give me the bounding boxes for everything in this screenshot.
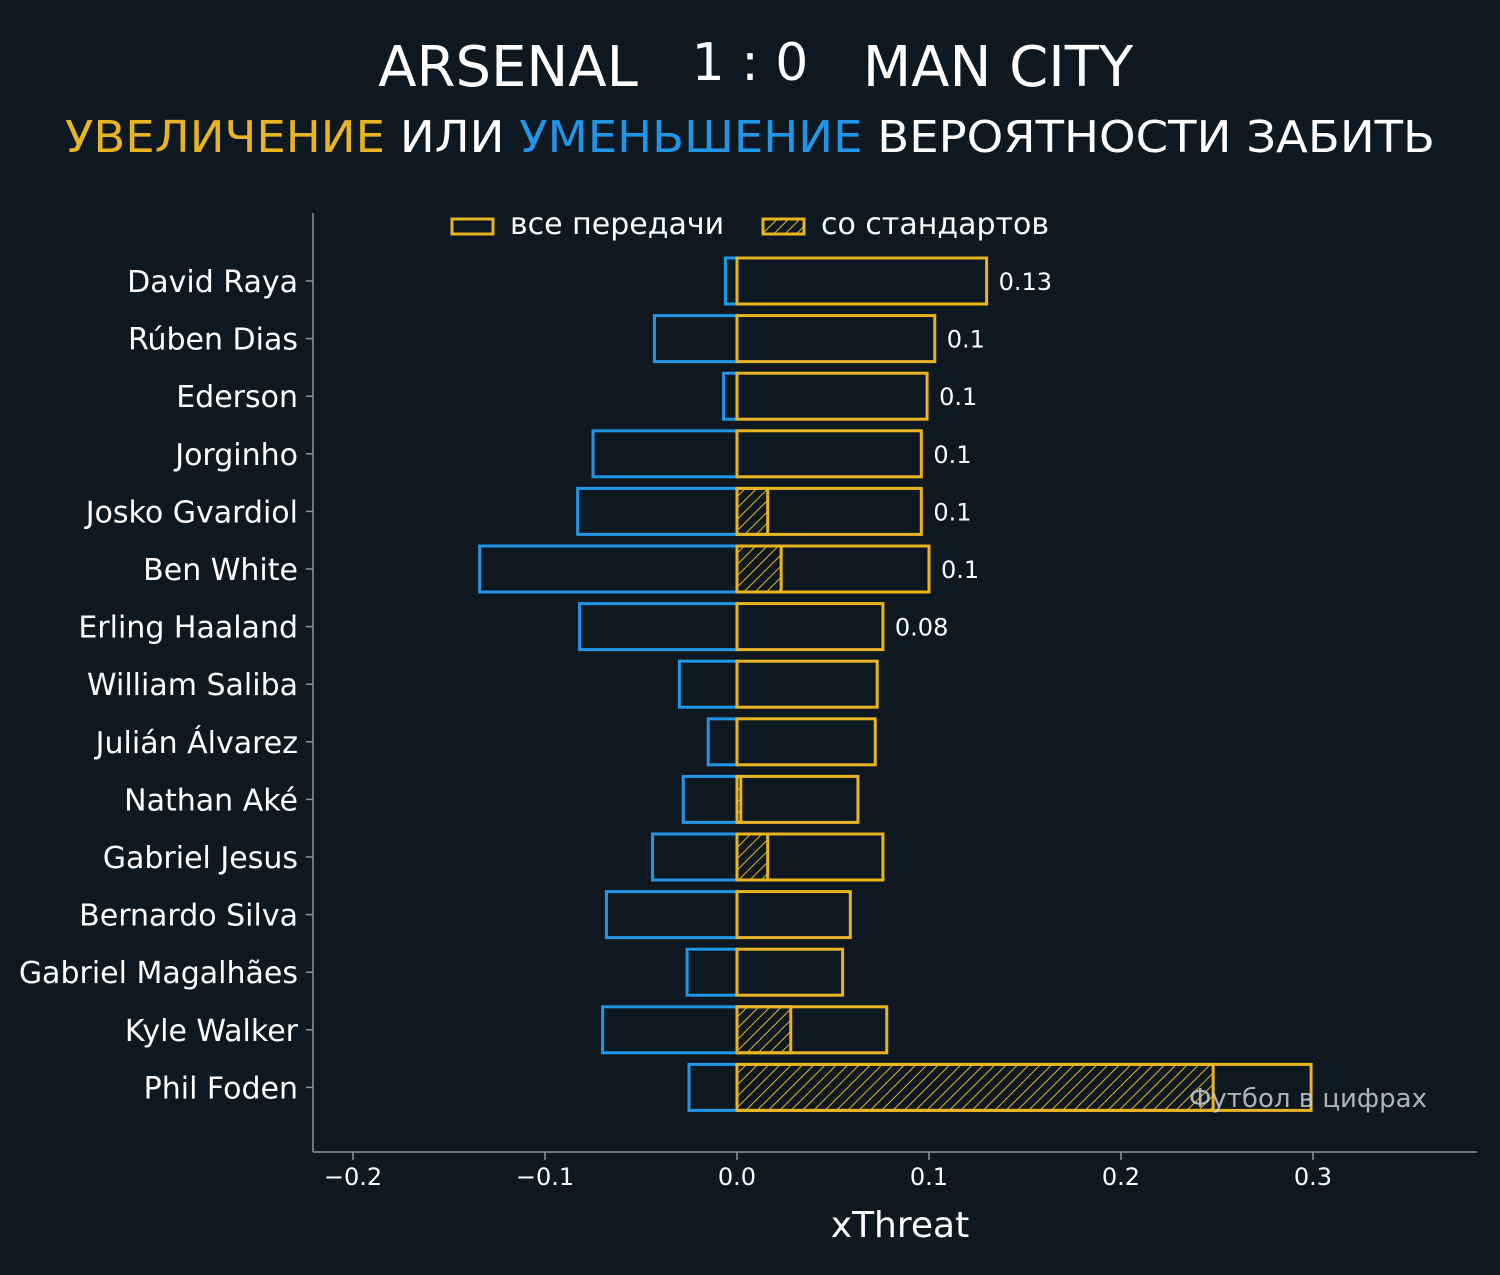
bar-negative (576, 486, 739, 536)
bar-negative (652, 314, 739, 364)
bar-positive (735, 832, 885, 882)
title-score: 1 : 0 (692, 33, 809, 93)
subtitle-increase: УВЕЛИЧЕНИЕ (65, 112, 385, 163)
y-tick-label: Jorginho (173, 438, 298, 473)
subtitle-decrease: УМЕНЬШЕНИЕ (519, 112, 862, 163)
subtitle-rest: ВЕРОЯТНОСТИ ЗАБИТЬ (862, 112, 1435, 163)
bar-negative (651, 832, 739, 882)
bar-negative (722, 371, 739, 421)
bar-positive (735, 659, 879, 709)
bar-negative (706, 717, 739, 767)
x-ticks: −0.2 −0.1 0.0 0.1 0.2 0.3 (324, 1152, 1332, 1191)
bar-value-label: 0.1 (933, 441, 971, 469)
y-tick-label: Erling Haaland (78, 611, 298, 646)
subtitle: УВЕЛИЧЕНИЕ ИЛИ УМЕНЬШЕНИЕ ВЕРОЯТНОСТИ ЗА… (65, 112, 1435, 163)
bar-positive (735, 602, 885, 652)
y-tick-label: Julián Álvarez (94, 725, 298, 761)
y-tick-label: Gabriel Magalhães (19, 956, 298, 991)
bar-positive (735, 256, 989, 306)
y-tick-label: Ederson (176, 380, 298, 415)
bar-set-pieces (735, 832, 770, 882)
bar-negative (604, 890, 739, 940)
watermark: Футбол в цифрах (1189, 1084, 1427, 1114)
bar-negative (723, 256, 739, 306)
bar-positive (735, 429, 923, 479)
subtitle-or: ИЛИ (385, 112, 519, 163)
y-tick-label: Rúben Dias (128, 323, 298, 358)
x-tick-label: −0.1 (516, 1163, 574, 1191)
legend-set-pieces-label: со стандартов (821, 207, 1049, 242)
x-tick-label: 0.1 (910, 1163, 948, 1191)
bar-set-pieces (735, 486, 770, 536)
bar-value-label: 0.1 (947, 326, 985, 354)
legend-set-pieces-swatch (761, 217, 806, 236)
bar-positive (735, 1005, 889, 1055)
bar-positive (735, 314, 937, 364)
y-tick-label: Gabriel Jesus (103, 841, 298, 876)
x-axis-label: xThreat (831, 1205, 969, 1246)
bar-positive (735, 1062, 1313, 1112)
y-tick-label: Phil Foden (144, 1071, 298, 1106)
bar-value-label: 0.13 (999, 268, 1052, 296)
y-tick-label: Josko Gvardiol (84, 495, 298, 530)
bar-positive (735, 486, 923, 536)
bar-positive (735, 774, 860, 824)
bar-positive (735, 890, 852, 940)
bar-positive (735, 717, 877, 767)
bar-negative (601, 1005, 739, 1055)
bar-positive (735, 947, 845, 997)
bar-positive (735, 544, 931, 594)
x-tick-label: 0.0 (718, 1163, 756, 1191)
legend-all-passes-label: все передачи (510, 207, 724, 242)
bar-negative (677, 659, 739, 709)
bar-negative (591, 429, 739, 479)
y-tick-label: David Raya (127, 265, 298, 300)
legend-all-passes-swatch (450, 217, 495, 236)
x-tick-label: −0.2 (324, 1163, 382, 1191)
x-tick-label: 0.2 (1102, 1163, 1140, 1191)
bar-negative (687, 1062, 739, 1112)
bar-value-label: 0.1 (939, 383, 977, 411)
bar-value-label: 0.08 (895, 614, 948, 642)
bar-negative (681, 774, 739, 824)
y-tick-label: Nathan Aké (124, 783, 298, 818)
y-tick-label: William Saliba (87, 668, 298, 703)
x-tick-label: 0.3 (1294, 1163, 1332, 1191)
title-home-team: ARSENAL (378, 35, 638, 100)
bar-negative (685, 947, 739, 997)
bars-group: 0.13 0.1 0.1 0.1 0.1 0.1 0.08 (478, 256, 1313, 1112)
title-away-team: MAN CITY (863, 35, 1134, 100)
bar-value-label: 0.1 (933, 498, 971, 526)
bar-negative (478, 544, 739, 594)
y-tick-labels: David Raya Rúben Dias Ederson Jorginho Josko… (19, 265, 313, 1106)
bar-set-pieces (735, 1005, 793, 1055)
legend: все передачи со стандартов (450, 207, 1049, 242)
bar-value-label: 0.1 (941, 556, 979, 584)
y-tick-label: Ben White (143, 553, 298, 588)
bar-set-pieces (735, 544, 783, 594)
bar-negative (578, 602, 739, 652)
y-tick-label: Kyle Walker (125, 1014, 299, 1049)
bar-set-pieces (735, 1062, 1215, 1112)
y-tick-label: Bernardo Silva (79, 899, 298, 934)
bar-positive (735, 371, 929, 421)
